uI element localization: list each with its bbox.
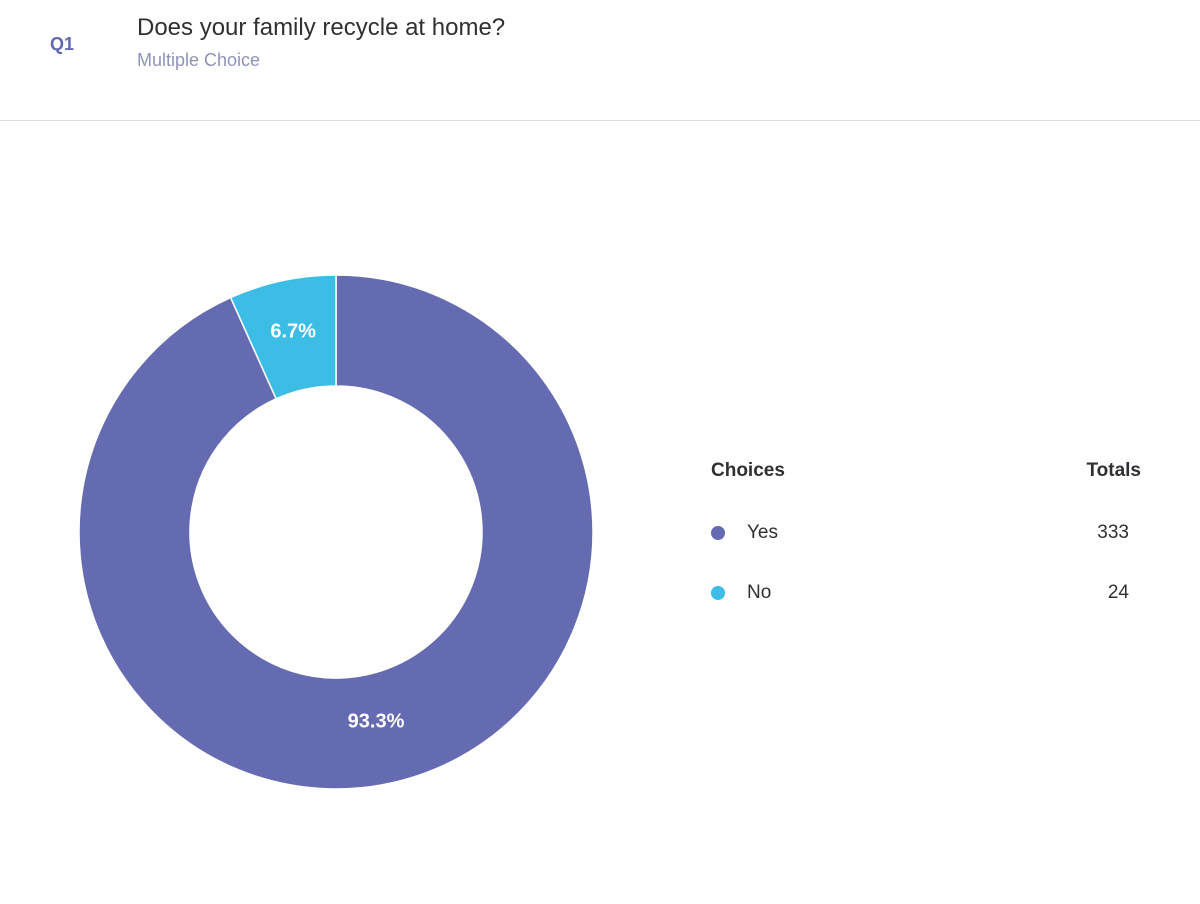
legend-header: Choices Totals	[711, 460, 1141, 486]
legend-total-yes: 333	[1097, 522, 1129, 543]
legend-label-yes: Yes	[747, 522, 778, 543]
question-number: Q1	[50, 34, 75, 54]
legend-label-no: No	[747, 582, 772, 603]
donut-chart-svg: 93.3% 6.7%	[78, 274, 594, 790]
question-type: Multiple Choice	[137, 50, 261, 70]
legend-dot-yes	[711, 526, 725, 540]
choices-header: Choices	[711, 460, 785, 481]
legend-row-no: No 24	[711, 582, 1141, 642]
totals-header: Totals	[1086, 460, 1141, 481]
legend-rows: Yes 333 No 24	[711, 522, 1141, 642]
slice-label-no: 6.7%	[270, 320, 316, 342]
donut-chart: 93.3% 6.7%	[0, 121, 680, 904]
legend-dot-no	[711, 586, 725, 600]
legend-row-yes: Yes 333	[711, 522, 1141, 582]
donut-slice-yes	[78, 274, 594, 790]
slice-label-yes: 93.3%	[348, 710, 405, 732]
legend-table: Choices Totals Yes 333 No 24	[711, 460, 1141, 603]
question-title: Does your family recycle at home?	[137, 14, 506, 41]
donut-slice-no	[229, 274, 337, 400]
question-header: Q1 Does your family recycle at home? Mul…	[0, 0, 1200, 121]
legend-total-no: 24	[1107, 582, 1129, 603]
